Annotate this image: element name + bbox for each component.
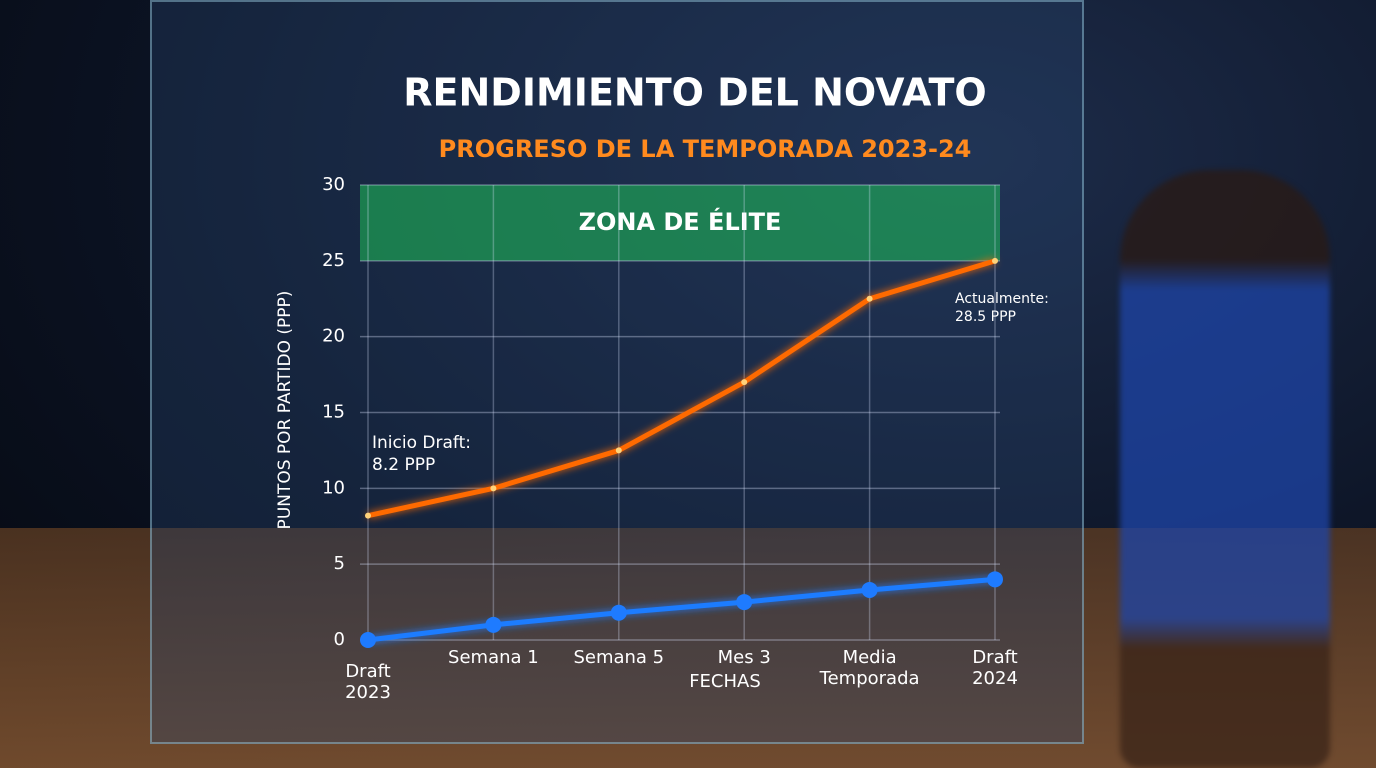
- x-tick-label: Semana 5: [573, 647, 665, 668]
- x-tick-label: Semana 1: [448, 647, 539, 668]
- y-axis-label: PUNTOS POR PARTIDO (PPP): [275, 291, 295, 530]
- data-point: [866, 295, 873, 302]
- x-axis-label: FECHAS: [689, 671, 761, 692]
- data-point: [490, 485, 497, 492]
- y-tick-label: 15: [322, 402, 345, 423]
- chart-subtitle: PROGRESO DE LA TEMPORADA 2023-24: [439, 135, 972, 163]
- x-tick-label: Media Temporada: [819, 647, 920, 689]
- x-tick-label: Mes 3: [717, 647, 771, 668]
- annotation: Inicio Draft: 8.2 PPP: [372, 433, 471, 476]
- data-point: [485, 616, 502, 633]
- data-point: [861, 581, 878, 598]
- data-point: [992, 257, 998, 264]
- data-point: [610, 604, 627, 621]
- x-tick-label: Draft 2024: [972, 647, 1018, 689]
- data-point: [365, 512, 371, 519]
- y-tick-label: 5: [334, 553, 345, 574]
- elite-zone-label: ZONA DE ÉLITE: [579, 207, 782, 236]
- elite-zone: [360, 185, 1000, 261]
- series-line: [367, 576, 996, 643]
- data-point: [615, 447, 622, 454]
- data-point: [736, 594, 753, 611]
- y-tick-label: 10: [322, 477, 345, 498]
- annotation: Actualmente: 28.5 PPP: [955, 291, 1049, 326]
- player: [1120, 170, 1330, 768]
- y-tick-label: 20: [322, 326, 345, 347]
- series-line: [367, 258, 996, 519]
- y-tick-label: 0: [334, 629, 345, 650]
- y-tick-label: 30: [322, 174, 345, 195]
- data-point: [360, 632, 376, 648]
- chart-title: RENDIMIENTO DEL NOVATO: [403, 71, 986, 115]
- data-point: [741, 379, 748, 386]
- x-tick-label: Draft 2023: [345, 661, 391, 703]
- y-tick-label: 25: [322, 250, 345, 271]
- data-point: [987, 571, 1003, 588]
